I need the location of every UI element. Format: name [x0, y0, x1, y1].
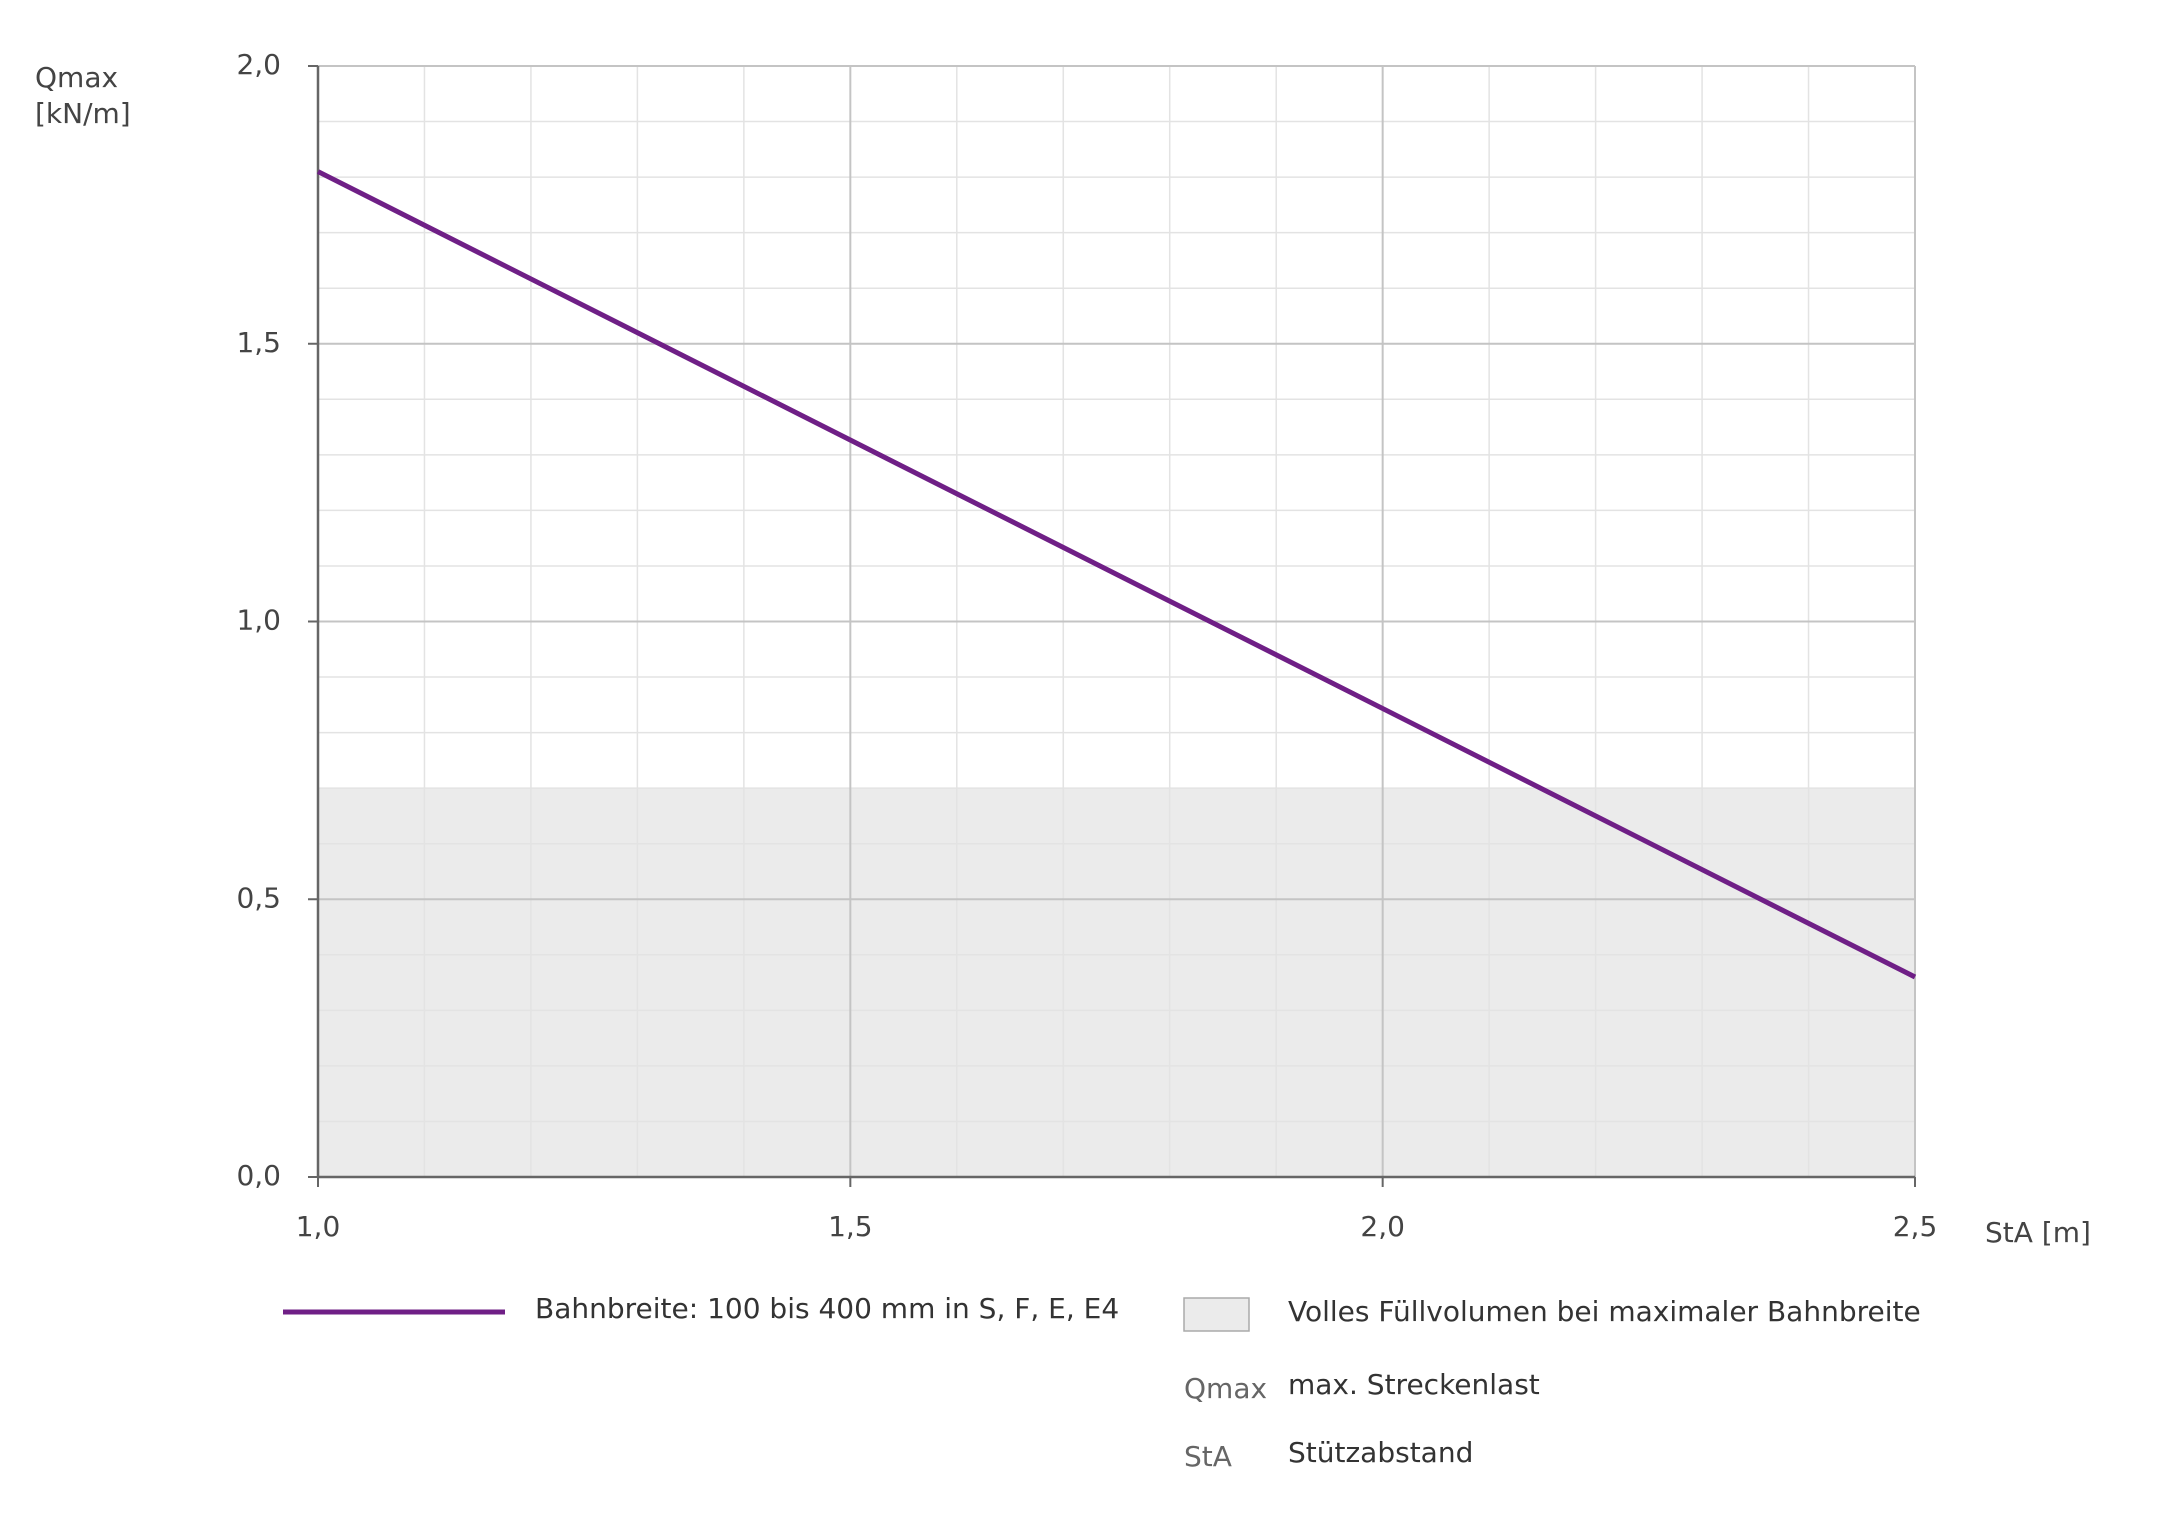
y-tick-label: 2,0 [236, 48, 281, 81]
legend-label: Bahnbreite: 100 bis 400 mm in S, F, E, E… [535, 1292, 1119, 1325]
x-tick-label: 2,5 [1893, 1210, 1938, 1243]
y-axis-label: Qmax [35, 61, 118, 94]
y-tick-label: 0,5 [236, 881, 281, 914]
x-axis-label: StA [m] [1985, 1216, 2091, 1249]
glossary-text: Stützabstand [1288, 1436, 1473, 1469]
x-tick-label: 1,0 [296, 1210, 341, 1243]
legend-swatch [1183, 1297, 1250, 1332]
x-tick-label: 1,5 [828, 1210, 873, 1243]
y-tick-label: 1,5 [236, 326, 281, 359]
y-axis-label: [kN/m] [35, 97, 131, 130]
legend-label: Volles Füllvolumen bei maximaler Bahnbre… [1288, 1295, 1921, 1328]
y-tick-label: 0,0 [236, 1159, 281, 1192]
shaded-band [318, 788, 1915, 1177]
y-tick-label: 1,0 [236, 604, 281, 637]
glossary-text: max. Streckenlast [1288, 1368, 1540, 1401]
data-line [316, 169, 1917, 980]
glossary-term: StA [1184, 1440, 1232, 1473]
glossary-term: Qmax [1184, 1372, 1267, 1405]
x-tick-label: 2,0 [1360, 1210, 1405, 1243]
